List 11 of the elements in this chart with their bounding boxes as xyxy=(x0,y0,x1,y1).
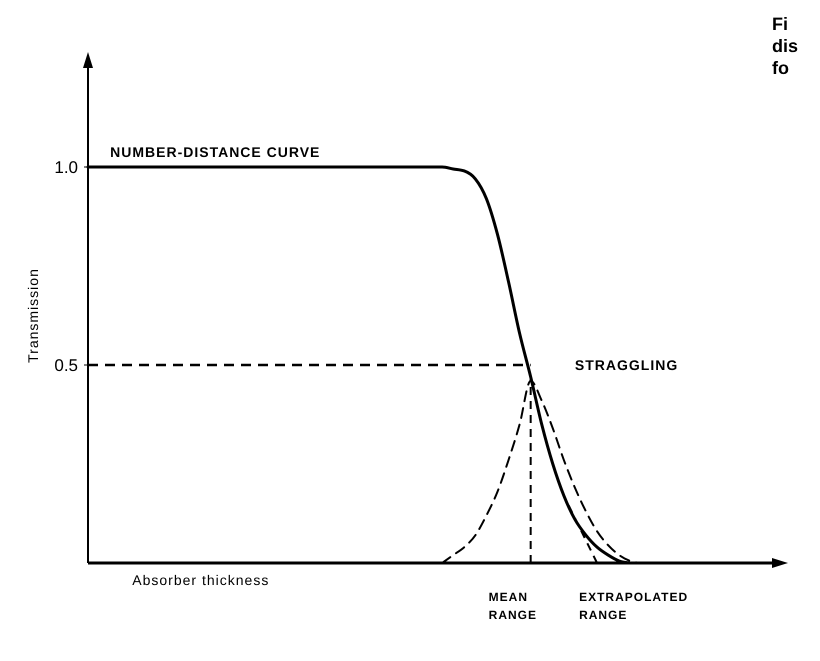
annotation: fo xyxy=(772,58,789,78)
text: Fi xyxy=(772,14,788,34)
y-tick-label: 0.5 xyxy=(54,356,78,375)
text: MEAN RANGE xyxy=(488,590,538,622)
x-axis-title: Absorber thickness xyxy=(132,572,270,588)
annotation: NUMBER-DISTANCE CURVE xyxy=(110,144,320,160)
text: dis xyxy=(772,36,798,56)
y-axis-title: Transmission xyxy=(25,268,41,363)
text: EXTRAPOLATED RANGE xyxy=(579,590,688,622)
y-tick-label: 1.0 xyxy=(54,158,78,177)
annotation: STRAGGLING xyxy=(574,357,678,373)
